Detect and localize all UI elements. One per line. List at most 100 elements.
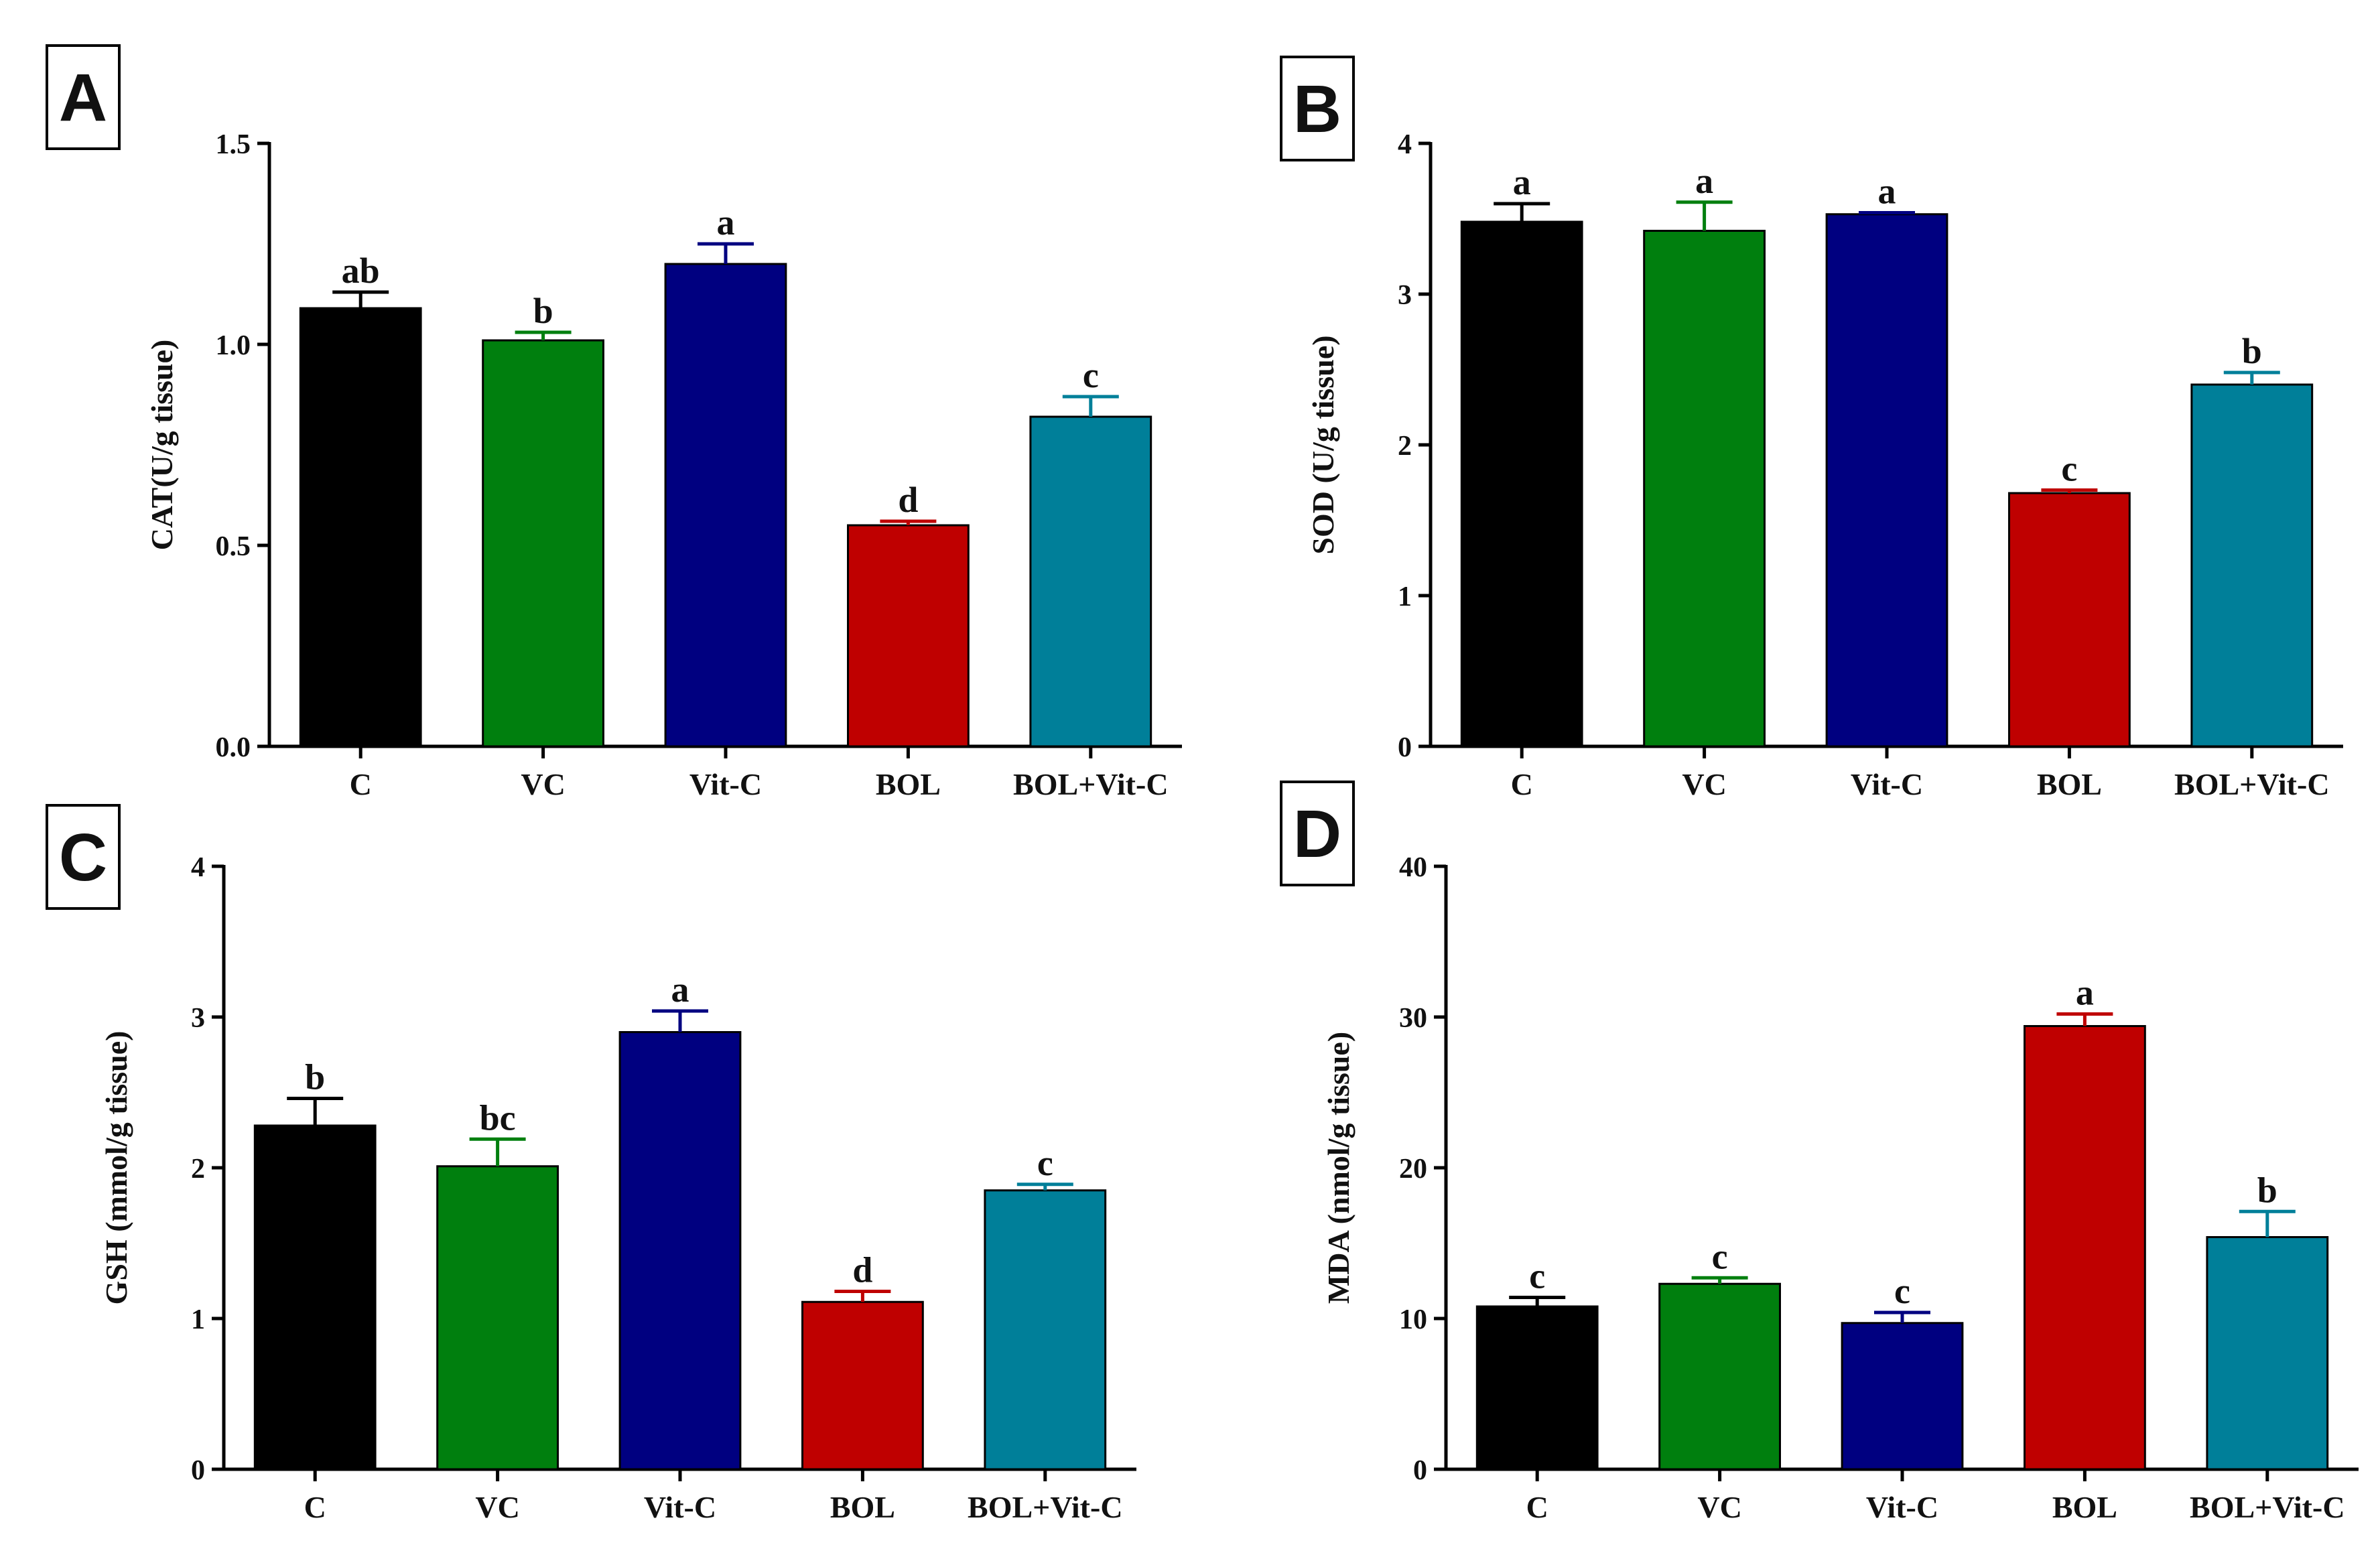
significance-letter: b: [2242, 331, 2262, 371]
bar-BOL: [801, 1300, 924, 1471]
bar-C: [299, 307, 422, 748]
y-tick-label: 0.5: [216, 531, 251, 562]
panel-label-b: B: [1293, 72, 1341, 147]
panel-label-c: C: [59, 820, 107, 895]
x-tick-label: Vit-C: [1866, 1490, 1938, 1524]
panel-a: A CAT(U/g tissue) 0.0 0.5 1.0 1.5 ab Cb VC a Vit…: [46, 44, 1182, 801]
significance-letter: b: [305, 1057, 325, 1097]
panel-label-box: D: [1280, 781, 1355, 886]
bar-VC: [1658, 1282, 1781, 1471]
y-axis-label: MDA (nmol/g tissue): [1321, 1032, 1356, 1304]
significance-letter: c: [1083, 355, 1099, 395]
significance-letter: c: [1529, 1256, 1545, 1296]
bar-VC: [482, 339, 604, 748]
y-tick-label: 10: [1399, 1304, 1427, 1335]
panel-label-frame: [46, 44, 121, 150]
significance-letter: a: [1513, 162, 1531, 202]
panel-d: D MDA (nmol/g tissue) 0 10 20 30 40 c Cc VC c Vit…: [1280, 781, 2359, 1524]
panel-label-frame: [46, 804, 121, 910]
x-tick-label: C: [1511, 767, 1533, 801]
bar-C: [1475, 1305, 1599, 1471]
panel-label-box: A: [46, 44, 121, 150]
x-tick-label: VC: [1682, 767, 1726, 801]
bar-BOL+Vit-C: [2206, 1236, 2329, 1471]
significance-letter: c: [1894, 1271, 1910, 1311]
y-tick-label: 3: [1398, 280, 1412, 311]
panel-label-d: D: [1293, 797, 1341, 872]
bar-BOL: [847, 524, 970, 748]
x-tick-label: BOL+Vit-C: [968, 1490, 1123, 1524]
x-tick-label: VC: [1697, 1490, 1741, 1524]
bar-BOL: [2008, 492, 2131, 748]
y-tick-label: 0.0: [216, 732, 251, 763]
panel-label-a: A: [59, 60, 107, 135]
bar-C: [1460, 220, 1583, 748]
x-tick-label: Vit-C: [689, 767, 762, 801]
x-tick-label: BOL: [2052, 1490, 2117, 1524]
significance-letter: b: [2257, 1170, 2277, 1210]
bar-Vit-C: [1841, 1322, 1964, 1471]
bar-Vit-C: [618, 1031, 742, 1471]
x-tick-label: BOL: [876, 767, 941, 801]
x-tick-label: BOL+Vit-C: [1013, 767, 1169, 801]
bar-Vit-C: [1825, 213, 1948, 748]
significance-letter: a: [1878, 172, 1896, 212]
x-tick-label: BOL: [830, 1490, 895, 1524]
y-tick-label: 1.0: [216, 330, 251, 361]
y-axis-label: GSH (mmol/g tissue): [99, 1031, 133, 1305]
y-tick-label: 0: [1398, 732, 1412, 763]
x-tick-label: Vit-C: [644, 1490, 716, 1524]
y-tick-label: 4: [1398, 129, 1412, 160]
bar-VC: [436, 1165, 559, 1471]
significance-letter: a: [2076, 973, 2094, 1013]
panel-b: B SOD (U/g tissue) 0 1 2 3 4 a Ca VC a Vit-C c BOL b…: [1280, 56, 2343, 801]
bar-C: [253, 1124, 377, 1471]
y-tick-label: 4: [191, 852, 205, 883]
y-tick-label: 2: [191, 1154, 205, 1185]
x-tick-label: BOL: [2037, 767, 2102, 801]
x-tick-label: BOL+Vit-C: [2174, 767, 2330, 801]
y-tick-label: 3: [191, 1003, 205, 1034]
x-tick-label: VC: [475, 1490, 519, 1524]
x-tick-label: C: [304, 1490, 326, 1524]
x-tick-label: C: [350, 767, 372, 801]
bar-VC: [1643, 230, 1766, 748]
bar-BOL: [2024, 1025, 2146, 1471]
y-tick-label: 1: [1398, 582, 1412, 612]
y-tick-label: 20: [1399, 1154, 1427, 1185]
significance-letter: ab: [342, 251, 380, 291]
x-tick-label: BOL+Vit-C: [2190, 1490, 2345, 1524]
significance-letter: a: [1695, 161, 1713, 201]
x-tick-label: VC: [521, 767, 565, 801]
significance-letter: bc: [480, 1097, 516, 1138]
y-axis-label: SOD (U/g tissue): [1306, 335, 1340, 554]
y-tick-label: 1: [191, 1304, 205, 1335]
bar-Vit-C: [664, 263, 787, 748]
bar-BOL+Vit-C: [2190, 383, 2314, 748]
panel-label-frame: [1280, 56, 1355, 161]
bar-BOL+Vit-C: [984, 1189, 1107, 1471]
y-tick-label: 0: [1413, 1455, 1427, 1486]
significance-letter: c: [1712, 1236, 1728, 1276]
panel-label-box: C: [46, 804, 121, 910]
significance-letter: d: [898, 480, 918, 520]
x-tick-label: C: [1526, 1490, 1548, 1524]
significance-letter: c: [2061, 449, 2077, 489]
significance-letter: b: [533, 291, 553, 331]
significance-letter: d: [852, 1250, 872, 1290]
y-tick-label: 0: [191, 1455, 205, 1486]
y-tick-label: 1.5: [216, 129, 251, 160]
y-tick-label: 30: [1399, 1003, 1427, 1034]
panel-label-box: B: [1280, 56, 1355, 161]
significance-letter: c: [1037, 1143, 1053, 1183]
panel-label-frame: [1280, 781, 1355, 886]
significance-letter: a: [717, 202, 735, 243]
significance-letter: a: [671, 969, 689, 1010]
panel-c: C GSH (mmol/g tissue) 0 1 2 3 4 b Cbc VC a Vit-C d…: [46, 804, 1136, 1524]
y-axis-label: CAT(U/g tissue): [145, 340, 179, 551]
y-tick-label: 2: [1398, 431, 1412, 462]
bar-BOL+Vit-C: [1029, 415, 1152, 748]
y-tick-label: 40: [1399, 852, 1427, 883]
x-tick-label: Vit-C: [1851, 767, 1923, 801]
